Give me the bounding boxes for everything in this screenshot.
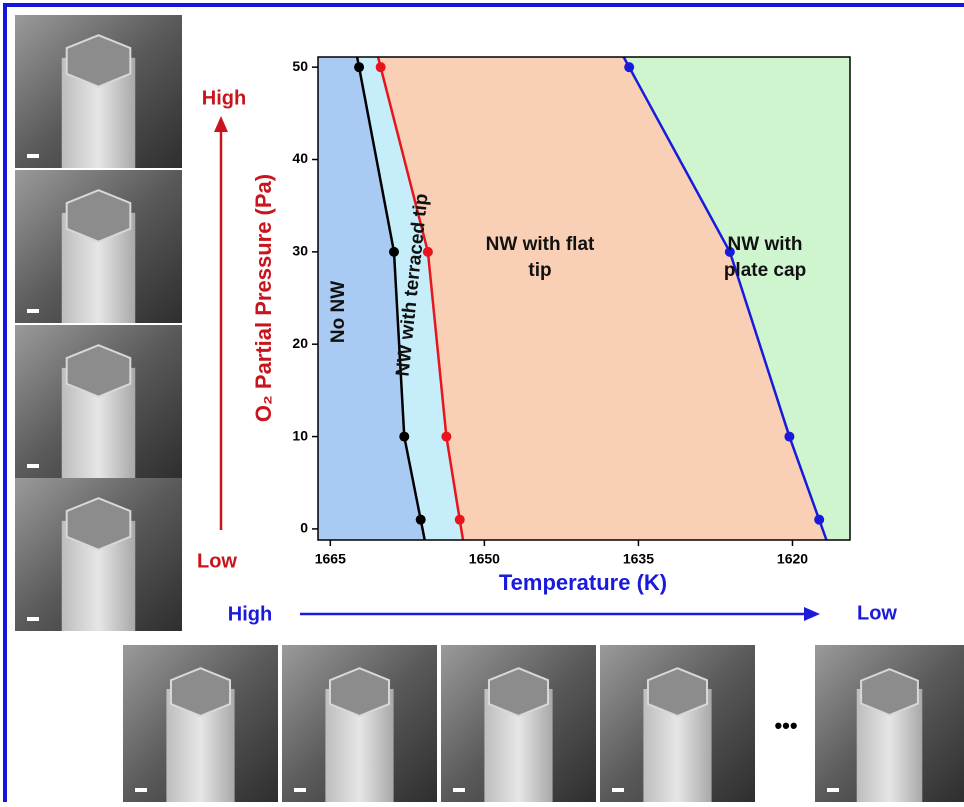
region-label: NW with [728,234,803,255]
data-point [455,515,465,525]
x-axis-label: Temperature (K) [499,570,667,595]
plot: 1665 1650 1635 1620 0 10 20 30 40 50 Temperature (… [197,57,897,738]
annotation: Low [197,550,237,572]
scale-bar [27,464,39,468]
region-label: plate cap [724,260,806,281]
scale-bar [294,788,306,792]
data-point [784,432,794,442]
data-point [354,62,364,72]
frame-top [3,3,964,7]
annotation: High [202,87,246,109]
y-tick-label: 10 [292,427,308,443]
scale-bar [27,154,39,158]
data-point [624,62,634,72]
scale-bar [27,617,39,621]
y-tick-label: 30 [292,243,308,259]
y-tick-label: 40 [292,150,308,166]
frame-left [3,3,7,802]
y-tick-label: 50 [292,58,308,74]
arrow-head [804,607,820,621]
data-point [399,432,409,442]
annotation: ••• [774,713,797,738]
scale-bar [827,788,839,792]
annotation: Low [857,602,897,624]
data-point [389,247,399,257]
arrow-head [214,116,228,132]
data-point [416,515,426,525]
y-tick-label: 0 [300,520,308,536]
scale-bar [135,788,147,792]
x-tick-label: 1635 [623,551,654,567]
annotation: High [228,603,272,625]
scale-bar [27,309,39,313]
scale-bar [453,788,465,792]
region-label: tip [528,260,551,281]
y-tick-label: 20 [292,335,308,351]
scale-bar [612,788,624,792]
y-axis-label: O₂ Partial Pressure (Pa) [251,174,276,422]
region-label: No NW [328,281,349,343]
x-tick-label: 1620 [777,551,808,567]
x-tick-label: 1665 [315,551,346,567]
data-point [814,515,824,525]
figure: 1665 1650 1635 1620 0 10 20 30 40 50 Temperature (… [0,0,964,802]
region-label: NW with flat [486,234,595,255]
x-tick-label: 1650 [469,551,500,567]
data-point [376,62,386,72]
data-point [441,432,451,442]
